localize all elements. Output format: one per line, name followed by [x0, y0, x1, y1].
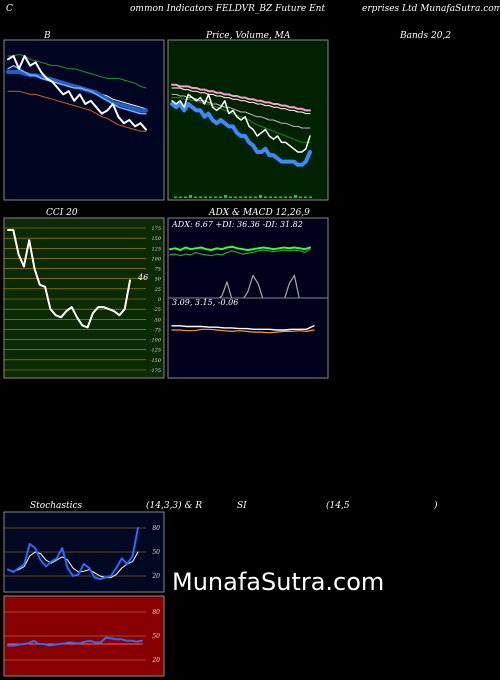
volume-bar [269, 196, 272, 198]
cci-tick-label: -150 [150, 358, 162, 364]
cci-tick-label: 0 [158, 297, 162, 303]
cci-last-value-label: 46 [137, 273, 148, 282]
bands-title-right: Bands 20,2 [400, 31, 452, 41]
header-left: C [6, 4, 13, 14]
rsi-title-b: (14,5 [326, 501, 350, 511]
stoch-title-a: Stochastics [30, 501, 83, 511]
price-ma-grey-line [171, 93, 311, 129]
bollinger-ma-line [7, 64, 147, 115]
stoch-tick-label: 50 [152, 549, 160, 556]
volume-bar [189, 195, 192, 198]
cci-tick-label: 150 [151, 236, 161, 242]
volume-bar [224, 195, 227, 198]
cci-tick-label: -75 [153, 327, 161, 333]
cci-tick-label: 25 [154, 287, 161, 293]
volume-bar [229, 196, 232, 198]
plus-di-line [169, 245, 311, 251]
volume-bar [274, 196, 277, 198]
adx-macd-title: ADX & MACD 12,26,9 [209, 208, 310, 218]
bollinger-price-line [7, 55, 147, 131]
stoch-k-line [7, 527, 139, 581]
rsi-line [7, 636, 143, 647]
volume-bar [179, 196, 182, 198]
price-ma-title: Price, Volume, MA [206, 31, 291, 41]
volume-bar [249, 196, 252, 198]
volume-bar [194, 196, 197, 198]
price-ma-green-line [171, 97, 311, 143]
stoch-tick-label: 20 [151, 573, 160, 580]
cci-tick-label: 125 [151, 246, 161, 252]
volume-bar [239, 196, 242, 198]
minus-di-line [169, 248, 311, 257]
volume-bar [279, 196, 282, 198]
macd-line [171, 328, 315, 334]
price-ma-white-line [171, 87, 311, 115]
volume-bar [284, 196, 287, 198]
volume-bar [214, 196, 217, 198]
header-middle: ommon Indicators FELDVR_BZ Future Ent [130, 4, 326, 14]
rsi-tick-label: 80 [152, 609, 160, 616]
volume-bar [304, 196, 307, 198]
volume-bar [264, 196, 267, 198]
stoch-tick-label: 80 [152, 525, 160, 532]
cci-title: CCI 20 [46, 208, 78, 218]
cci-tick-label: -50 [153, 317, 162, 323]
bollinger-lower-band [7, 90, 147, 132]
adx-values-text: ADX: 6.67 +DI: 36.36 -DI: 31.82 [171, 220, 303, 229]
cci-tick-label: 75 [155, 267, 161, 273]
volume-bar [299, 196, 302, 198]
adx-panel [167, 217, 329, 301]
rsi-tick-label: 20 [151, 657, 160, 664]
volume-bar [184, 196, 187, 198]
header-right: erprises Ltd MunafaSutra.com [362, 4, 500, 14]
cci-line [7, 229, 131, 329]
cci-tick-label: -175 [150, 368, 161, 374]
rsi-tick-label: 50 [152, 633, 160, 640]
volume-bar [174, 196, 177, 198]
rsi-title-a: SI [237, 501, 247, 511]
cci-tick-label: 50 [155, 277, 162, 283]
stoch-title-b: (14,3,3) & R [146, 501, 203, 511]
macd-values-text: 3.09, 3.15, -0.06 [172, 298, 238, 307]
volume-bar [289, 196, 292, 198]
bollinger-title: B [44, 31, 51, 41]
cci-tick-label: 175 [151, 226, 161, 232]
volume-bar [294, 195, 297, 198]
volume-bar [199, 196, 202, 198]
price-ma-pink-line [171, 83, 311, 112]
volume-bar [234, 196, 237, 198]
volume-bar [204, 196, 207, 198]
price-ma-blue-band [170, 102, 312, 167]
cci-tick-label: -125 [150, 348, 161, 354]
bollinger-upper-band [7, 53, 147, 89]
volume-bar [309, 196, 312, 198]
volume-bar [209, 196, 212, 198]
price-line [171, 93, 311, 153]
volume-bar [259, 195, 262, 198]
cci-tick-label: -25 [153, 307, 161, 313]
cci-tick-label: -100 [150, 338, 162, 344]
rsi-title-c: ) [434, 501, 438, 511]
stoch-d-line [7, 551, 139, 579]
volume-bar [254, 196, 257, 198]
cci-tick-label: 100 [151, 256, 161, 262]
volume-bar [219, 196, 222, 198]
volume-bar [244, 196, 247, 198]
macd-signal-line [171, 325, 315, 331]
macd-panel [167, 297, 329, 379]
watermark: MunafaSutra.com [172, 568, 385, 596]
bollinger-panel [3, 39, 165, 201]
